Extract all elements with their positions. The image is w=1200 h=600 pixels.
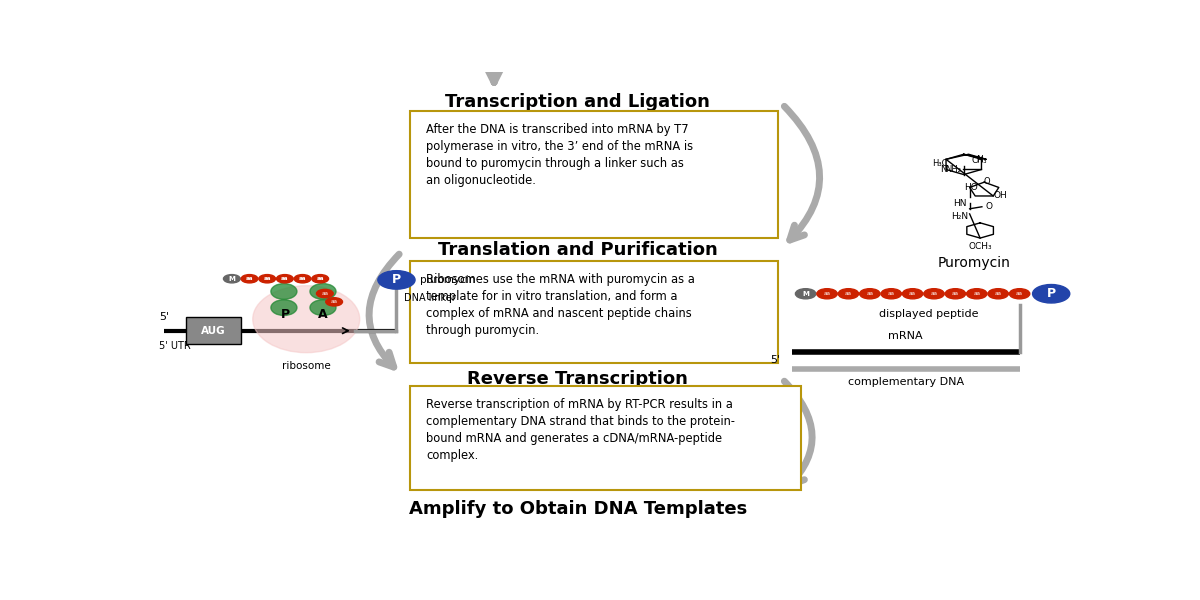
Text: aa: aa bbox=[322, 291, 329, 296]
Text: DNA linker: DNA linker bbox=[404, 293, 456, 304]
Circle shape bbox=[838, 289, 859, 299]
FancyBboxPatch shape bbox=[410, 386, 802, 490]
Text: Transcription and Ligation: Transcription and Ligation bbox=[445, 93, 710, 111]
Circle shape bbox=[859, 289, 880, 299]
Text: aa: aa bbox=[264, 276, 271, 281]
Circle shape bbox=[946, 289, 966, 299]
Text: P: P bbox=[281, 308, 290, 321]
Text: M: M bbox=[228, 276, 235, 282]
Ellipse shape bbox=[271, 300, 296, 316]
Circle shape bbox=[1009, 289, 1030, 299]
Circle shape bbox=[325, 298, 342, 306]
Circle shape bbox=[796, 289, 816, 299]
Text: aa: aa bbox=[995, 291, 1002, 296]
Text: A: A bbox=[318, 308, 328, 321]
Text: aa: aa bbox=[952, 291, 959, 296]
FancyArrowPatch shape bbox=[785, 106, 820, 240]
Text: aa: aa bbox=[246, 276, 253, 281]
Text: OH: OH bbox=[994, 191, 1007, 200]
Text: aa: aa bbox=[1016, 291, 1024, 296]
Text: HN: HN bbox=[953, 199, 966, 208]
FancyArrowPatch shape bbox=[785, 381, 812, 485]
Text: CH₃: CH₃ bbox=[972, 156, 988, 165]
Circle shape bbox=[966, 289, 986, 299]
Text: Puromycin: Puromycin bbox=[937, 256, 1010, 270]
Text: HO: HO bbox=[965, 183, 978, 192]
Text: aa: aa bbox=[910, 291, 916, 296]
FancyBboxPatch shape bbox=[186, 317, 241, 344]
Text: aa: aa bbox=[930, 291, 937, 296]
Circle shape bbox=[312, 275, 329, 283]
Text: aa: aa bbox=[866, 291, 874, 296]
Text: Reverse Transcription: Reverse Transcription bbox=[467, 370, 689, 388]
Circle shape bbox=[294, 275, 311, 283]
Text: O: O bbox=[986, 202, 992, 211]
Text: aa: aa bbox=[281, 276, 289, 281]
Circle shape bbox=[223, 275, 240, 283]
Text: Translation and Purification: Translation and Purification bbox=[438, 241, 718, 259]
Text: aa: aa bbox=[973, 291, 980, 296]
Text: P: P bbox=[392, 274, 401, 286]
Text: 5': 5' bbox=[160, 313, 169, 322]
Text: 5': 5' bbox=[770, 355, 780, 365]
Circle shape bbox=[276, 275, 293, 283]
Circle shape bbox=[1032, 284, 1069, 303]
Text: NH₂: NH₂ bbox=[946, 165, 961, 174]
FancyBboxPatch shape bbox=[410, 111, 778, 238]
Text: H₃C: H₃C bbox=[932, 159, 947, 168]
Ellipse shape bbox=[271, 284, 296, 299]
Ellipse shape bbox=[310, 284, 336, 299]
Circle shape bbox=[881, 289, 901, 299]
Text: complementary DNA: complementary DNA bbox=[847, 377, 964, 388]
Circle shape bbox=[259, 275, 276, 283]
Text: aa: aa bbox=[317, 276, 324, 281]
Text: H₂N: H₂N bbox=[950, 212, 968, 221]
FancyArrowPatch shape bbox=[487, 68, 502, 82]
Text: puromycin: puromycin bbox=[420, 275, 475, 285]
Circle shape bbox=[924, 289, 944, 299]
FancyArrowPatch shape bbox=[370, 254, 400, 367]
Circle shape bbox=[988, 289, 1008, 299]
Text: Reverse transcription of mRNA by RT-PCR results in a
complementary DNA strand th: Reverse transcription of mRNA by RT-PCR … bbox=[426, 398, 736, 462]
Ellipse shape bbox=[310, 300, 336, 316]
Circle shape bbox=[317, 289, 334, 298]
Text: Ribosomes use the mRNA with puromycin as a
template for in vitro translation, an: Ribosomes use the mRNA with puromycin as… bbox=[426, 273, 695, 337]
Text: AUG: AUG bbox=[200, 326, 226, 336]
Text: displayed peptide: displayed peptide bbox=[878, 309, 978, 319]
Text: N: N bbox=[976, 155, 983, 164]
Circle shape bbox=[902, 289, 923, 299]
Text: aa: aa bbox=[299, 276, 306, 281]
Circle shape bbox=[817, 289, 838, 299]
Text: After the DNA is transcribed into mRNA by T7
polymerase in vitro, the 3’ end of : After the DNA is transcribed into mRNA b… bbox=[426, 123, 694, 187]
Text: OCH₃: OCH₃ bbox=[968, 242, 992, 251]
Text: aa: aa bbox=[845, 291, 852, 296]
Text: mRNA: mRNA bbox=[888, 331, 923, 341]
Text: P: P bbox=[1046, 287, 1056, 300]
Text: Amplify to Obtain DNA Templates: Amplify to Obtain DNA Templates bbox=[409, 500, 746, 518]
Text: 5' UTR: 5' UTR bbox=[160, 341, 191, 351]
Text: O: O bbox=[984, 176, 990, 185]
Text: aa: aa bbox=[331, 299, 337, 304]
Text: M: M bbox=[803, 291, 809, 297]
Text: aa: aa bbox=[823, 291, 830, 296]
Circle shape bbox=[378, 271, 415, 289]
Text: ribosome: ribosome bbox=[282, 361, 331, 371]
Ellipse shape bbox=[253, 286, 360, 353]
Circle shape bbox=[241, 275, 258, 283]
Text: N: N bbox=[941, 165, 947, 174]
Text: aa: aa bbox=[888, 291, 895, 296]
FancyBboxPatch shape bbox=[410, 262, 778, 363]
